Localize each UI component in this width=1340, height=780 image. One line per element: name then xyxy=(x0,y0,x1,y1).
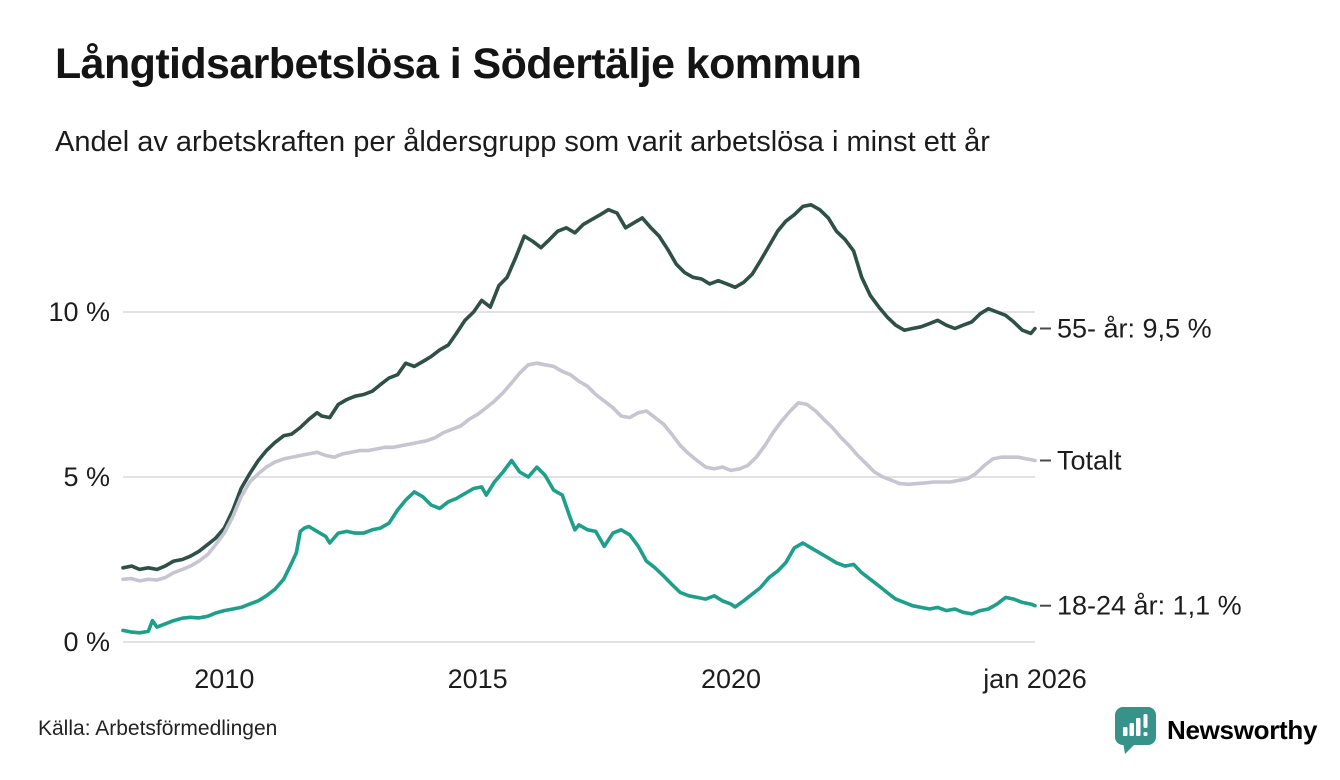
source-note: Källa: Arbetsförmedlingen xyxy=(38,717,278,740)
x-tick-label: 2020 xyxy=(701,664,761,694)
newsworthy-bubble-icon xyxy=(1115,707,1156,754)
series-end-label: 18-24 år: 1,1 % xyxy=(1057,591,1242,621)
series-line-55-r xyxy=(121,202,1037,572)
x-tick-label: jan 2026 xyxy=(982,664,1087,694)
series-line-18-24-r xyxy=(121,458,1037,635)
newsworthy-logo: Newsworthy xyxy=(1114,706,1317,754)
y-tick-label: 10 % xyxy=(48,297,110,327)
page-title: Långtidsarbetslösa i Södertälje kommun xyxy=(55,40,862,88)
series-end-label: Totalt xyxy=(1057,446,1122,476)
y-tick-label: 5 % xyxy=(63,462,110,492)
series-end-label: 55- år: 9,5 % xyxy=(1057,314,1212,344)
line-chart: 0 % 5 % 10 % 2010 2015 2020 jan 2026 55- år: 9,… xyxy=(48,202,1242,694)
newsworthy-wordmark: Newsworthy xyxy=(1167,714,1318,745)
page-subtitle: Andel av arbetskraften per åldersgrupp s… xyxy=(55,126,990,158)
x-tick-label: 2010 xyxy=(194,664,254,694)
x-tick-label: 2015 xyxy=(448,664,508,694)
series-line-totalt xyxy=(121,361,1037,583)
y-tick-label: 0 % xyxy=(63,627,110,657)
